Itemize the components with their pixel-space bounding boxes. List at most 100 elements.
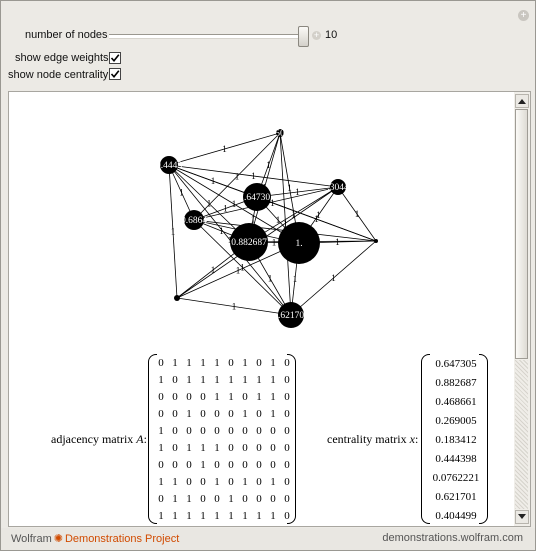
adjacency-cell: 0	[158, 391, 164, 403]
adjacency-cell: 1	[200, 510, 206, 522]
vertical-scrollbar[interactable]	[514, 92, 530, 526]
graph-edge	[279, 132, 292, 316]
adjacency-cell: 0	[186, 459, 192, 471]
wolfram-brand[interactable]: Wolfram ✺ Demonstrations Project	[11, 533, 180, 545]
graph-edge	[168, 164, 178, 299]
adjacency-cell: 1	[270, 510, 276, 522]
adjacency-cell: 0	[284, 408, 290, 420]
graph-edge	[168, 132, 281, 166]
node-centrality-checkbox[interactable]	[109, 68, 121, 80]
adjacency-cell: 1	[242, 476, 248, 488]
edge-weight-label: 1	[235, 172, 240, 182]
centrality-right-bracket	[479, 354, 488, 524]
graph-edge	[176, 297, 292, 316]
graph-edge	[193, 132, 281, 221]
adjacency-cell: 0	[242, 493, 248, 505]
adjacency-cell: 1	[186, 493, 192, 505]
centrality-value: 0.621701	[435, 491, 477, 503]
arrow-up-icon	[518, 99, 526, 104]
centrality-value: 0.183412	[435, 434, 477, 446]
adjacency-cell: 1	[200, 442, 206, 454]
edge-weight-label: 1	[251, 215, 256, 225]
edge-weight-label: 1	[295, 187, 300, 197]
adjacency-cell: 1	[172, 476, 178, 488]
adjacency-cell: 0	[270, 442, 276, 454]
centrality-matrix-label: centrality matrix x:	[327, 432, 419, 446]
nodes-slider-track[interactable]	[109, 34, 305, 39]
node-centrality-label: show node centrality	[8, 69, 109, 81]
adjacency-cell: 1	[242, 374, 248, 386]
edge-weight-label: 1	[207, 199, 212, 209]
adjacency-cell: 0	[242, 425, 248, 437]
adjacency-cell: 0	[214, 459, 220, 471]
node-centrality-label: 0.4443	[156, 161, 182, 171]
adjacency-cell: 1	[228, 391, 234, 403]
nodes-slider-thumb[interactable]	[298, 26, 309, 47]
graph-node	[230, 223, 268, 261]
scroll-up-button[interactable]	[515, 94, 529, 108]
edge-weight-label: 1	[179, 188, 184, 198]
adjacency-cell: 1	[186, 442, 192, 454]
adjacency-matrix-label: adjacency matrix A:	[51, 432, 147, 446]
graph-node	[330, 179, 346, 195]
edge-weight-label: 1	[355, 209, 360, 219]
centrality-value: 0.647305	[435, 358, 477, 370]
adjacency-cell: 1	[200, 374, 206, 386]
adjacency-cell: 1	[228, 493, 234, 505]
adjacency-cell: 0	[172, 374, 178, 386]
scrollbar-thumb[interactable]	[515, 109, 528, 359]
centrality-value: 0.444398	[435, 453, 477, 465]
edge-weight-label: 1	[219, 226, 224, 236]
adjacency-cell: 1	[214, 374, 220, 386]
graph-node	[276, 129, 284, 137]
adjacency-cell: 0	[200, 476, 206, 488]
adjacency-cell: 0	[228, 459, 234, 471]
adjacency-cell: 1	[270, 391, 276, 403]
scrollbar-track[interactable]	[515, 360, 528, 509]
graph-node	[160, 156, 178, 174]
adjacency-cell: 0	[186, 391, 192, 403]
scroll-down-button[interactable]	[515, 510, 529, 524]
adjacency-cell: 0	[200, 425, 206, 437]
adjacency-cell: 0	[242, 459, 248, 471]
edge-weight-label: 1	[287, 183, 292, 193]
adjacency-cell: 0	[200, 493, 206, 505]
edge-weight-label: 1	[262, 183, 267, 193]
edge-weight-label: 1	[283, 219, 288, 229]
adjacency-left-bracket	[148, 354, 157, 524]
adjacency-cell: 0	[186, 476, 192, 488]
node-centrality-label: .3044	[327, 183, 349, 193]
adjacency-cell: 0	[158, 493, 164, 505]
adjacency-cell: 0	[228, 357, 234, 369]
spikey-logo-icon: ✺	[53, 533, 63, 545]
edge-weight-label: 1	[222, 144, 227, 154]
adjacency-cell: 1	[214, 391, 220, 403]
graph-node	[174, 295, 180, 301]
adjacency-cell: 0	[284, 442, 290, 454]
edge-weights-checkbox[interactable]	[109, 52, 121, 64]
adjacency-cell: 0	[228, 442, 234, 454]
edge-weight-label: 1	[283, 226, 288, 236]
nodes-slider-expand-icon[interactable]: +	[312, 30, 321, 40]
edge-weight-label: 1	[293, 274, 298, 284]
adjacency-cell: 0	[228, 408, 234, 420]
edge-weight-label: 1	[171, 227, 176, 237]
adjacency-cell: 1	[214, 510, 220, 522]
edge-weight-label: 1	[335, 237, 340, 247]
adjacency-cell: 0	[242, 442, 248, 454]
site-link[interactable]: demonstrations.wolfram.com	[382, 532, 523, 544]
adjacency-cell: 0	[284, 476, 290, 488]
graph-edge	[168, 164, 292, 316]
options-plus-icon[interactable]: +	[518, 10, 529, 21]
adjacency-cell: 0	[228, 476, 234, 488]
graph-edge	[193, 219, 292, 316]
adjacency-cell: 1	[214, 476, 220, 488]
adjacency-cell: 1	[242, 408, 248, 420]
edge-weight-label: 1	[232, 302, 237, 312]
node-centrality-label: 1.	[295, 239, 302, 249]
